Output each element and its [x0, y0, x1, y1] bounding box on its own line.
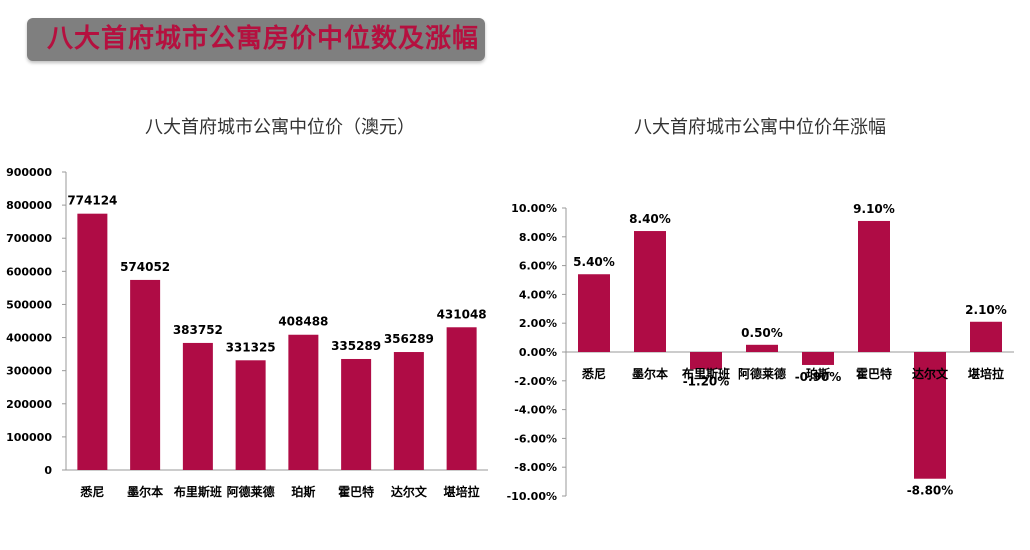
- growth-bar: [634, 231, 666, 352]
- page-title: 八大首府城市公寓房价中位数及涨幅: [47, 24, 480, 54]
- growth-data-label: -1.20%: [683, 374, 730, 388]
- growth-y-tick-label: 0.00%: [519, 346, 557, 359]
- price-category-label: 珀斯: [291, 484, 315, 499]
- header-banner: 八大首府城市公寓房价中位数及涨幅: [27, 18, 485, 61]
- growth-category-label: 珀斯: [806, 366, 830, 381]
- growth-y-tick-label: -8.00%: [514, 461, 557, 474]
- price-y-tick-label: 400000: [6, 332, 52, 345]
- growth-category-label: 悉尼: [581, 366, 606, 381]
- price-bar: [182, 342, 213, 470]
- price-data-label: 331325: [226, 340, 276, 354]
- chart-title-growth: 八大首府城市公寓中位价年涨幅: [634, 117, 886, 138]
- growth-data-label: -0.90%: [795, 370, 842, 384]
- growth-category-label: 霍巴特: [856, 366, 892, 381]
- price-category-label: 阿德莱德: [227, 484, 275, 499]
- price-y-tick-label: 0: [44, 464, 52, 477]
- price-data-label: 383752: [173, 323, 223, 337]
- price-bar: [288, 334, 319, 470]
- growth-data-label: 9.10%: [853, 202, 895, 216]
- price-data-label: 774124: [67, 194, 117, 208]
- price-data-label: 408488: [278, 315, 328, 329]
- price-bar: [393, 352, 424, 470]
- growth-bar: [746, 344, 778, 352]
- growth-data-label: 5.40%: [573, 255, 615, 269]
- chart-title-price: 八大首府城市公寓中位价（澳元）: [145, 117, 415, 138]
- growth-y-tick-label: 4.00%: [519, 288, 557, 301]
- price-data-label: 356289: [384, 332, 434, 346]
- growth-y-tick-label: -6.00%: [514, 432, 557, 445]
- growth-data-label: 8.40%: [629, 212, 671, 226]
- price-bar: [446, 327, 477, 470]
- growth-y-tick-label: -2.00%: [514, 375, 557, 388]
- price-y-tick-label: 700000: [6, 232, 52, 245]
- price-y-tick-label: 800000: [6, 199, 52, 212]
- growth-data-label: 0.50%: [741, 326, 783, 340]
- price-bar: [77, 213, 108, 470]
- price-y-tick-label: 600000: [6, 265, 52, 278]
- growth-category-label: 堪培拉: [968, 366, 1004, 381]
- price-data-label: 335289: [331, 339, 381, 353]
- growth-category-label: 阿德莱德: [738, 366, 786, 381]
- growth-y-tick-label: -10.00%: [507, 490, 557, 503]
- price-bar: [341, 358, 372, 470]
- price-category-label: 墨尔本: [127, 484, 163, 499]
- growth-y-tick-label: 10.00%: [511, 202, 557, 215]
- price-category-label: 堪培拉: [444, 484, 480, 499]
- price-y-tick-label: 100000: [6, 431, 52, 444]
- growth-y-tick-label: 6.00%: [519, 260, 557, 273]
- growth-y-tick-label: 8.00%: [519, 231, 557, 244]
- price-category-label: 达尔文: [391, 484, 428, 499]
- price-y-tick-label: 900000: [6, 166, 52, 179]
- growth-bar: [858, 220, 890, 352]
- growth-category-label: 达尔文: [912, 366, 949, 381]
- price-category-label: 霍巴特: [338, 484, 374, 499]
- growth-y-tick-label: 2.00%: [519, 317, 557, 330]
- price-category-label: 布里斯班: [174, 484, 222, 499]
- price-data-label: 574052: [120, 260, 170, 274]
- growth-data-label: -8.80%: [907, 484, 954, 498]
- growth-bar: [690, 352, 722, 370]
- price-y-tick-label: 200000: [6, 398, 52, 411]
- price-bar: [130, 279, 161, 470]
- growth-bar: [914, 352, 946, 479]
- growth-y-tick-label: -4.00%: [514, 404, 557, 417]
- price-data-label: 431048: [437, 307, 487, 321]
- growth-data-label: 2.10%: [965, 303, 1007, 317]
- growth-bar: [970, 321, 1002, 352]
- growth-category-label: 墨尔本: [632, 366, 668, 381]
- growth-category-label: 布里斯班: [682, 366, 730, 381]
- growth-bar: [802, 352, 834, 365]
- price-bar: [235, 360, 266, 470]
- growth-bar: [578, 274, 610, 352]
- price-y-tick-label: 500000: [6, 298, 52, 311]
- price-category-label: 悉尼: [79, 484, 104, 499]
- price-y-tick-label: 300000: [6, 365, 52, 378]
